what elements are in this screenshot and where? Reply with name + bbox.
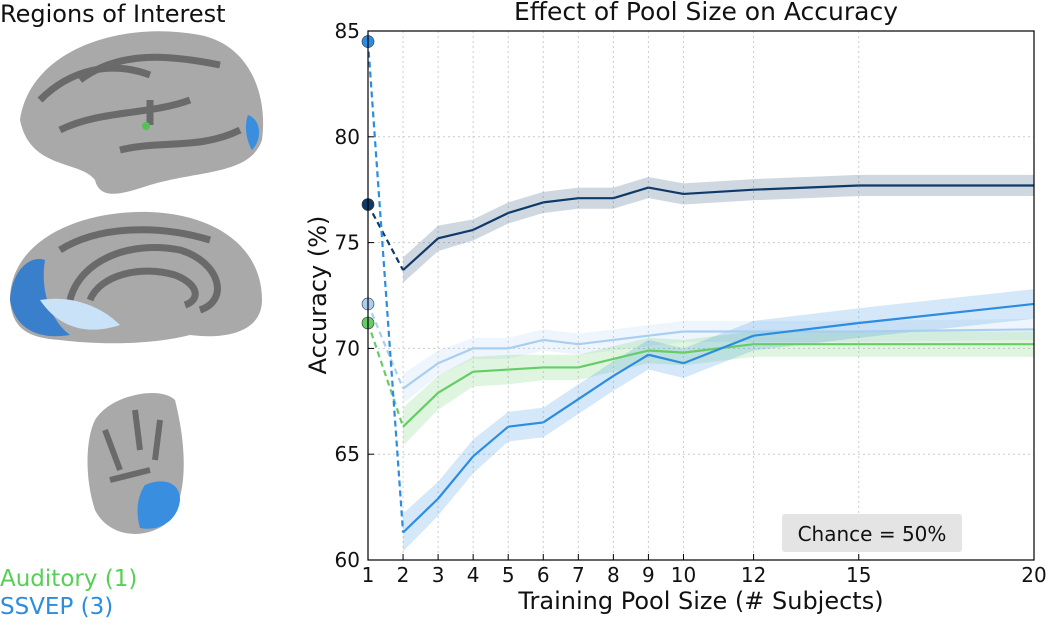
roi-label: SSVEP (3) (0, 594, 113, 620)
brain-posterior (87, 392, 184, 534)
dashed-segment (366, 41, 405, 533)
y-tick-label: 80 (335, 125, 360, 149)
line-segment (577, 374, 614, 401)
x-tick-label: 6 (537, 563, 550, 587)
x-axis-label: Training Pool Size (# Subjects) (517, 587, 883, 615)
line-segment (613, 349, 649, 361)
line-segment (613, 186, 649, 200)
line-segment (753, 321, 859, 337)
line-segment (858, 328, 1035, 333)
line-segment (648, 353, 684, 365)
x-tick-label: 4 (467, 563, 480, 587)
x-tick-label: 9 (642, 563, 655, 587)
y-axis-label: Accuracy (%) (304, 216, 332, 375)
line-segment (648, 186, 684, 196)
line-segment (683, 334, 754, 365)
line-segment (402, 362, 439, 390)
line-segment (507, 201, 544, 215)
line-segment (508, 366, 544, 371)
confidence-band (403, 331, 1035, 446)
chart-title: Effect of Pool Size on Accuracy (514, 0, 898, 26)
x-tick-label: 7 (572, 563, 585, 587)
brain-medial (10, 211, 262, 344)
line-segment (437, 370, 474, 394)
plot-frame (367, 30, 1035, 561)
dashed-segment (367, 203, 405, 271)
line-segment (402, 392, 439, 428)
line-segment (858, 302, 1035, 325)
brain-lateral (20, 31, 264, 194)
x-tick-label: 8 (607, 563, 620, 587)
line-segment (507, 338, 544, 350)
x-tick-label: 3 (432, 563, 445, 587)
line-segment (578, 357, 614, 369)
dashed-segment (366, 322, 405, 428)
line-segment (543, 338, 579, 346)
x-tick-label: 15 (846, 563, 871, 587)
y-tick-label: 85 (335, 19, 360, 43)
x-tick-label: 12 (741, 563, 766, 587)
line-segment (683, 188, 754, 196)
y-tick-label: 65 (335, 442, 360, 466)
line-segment (648, 349, 684, 354)
line-segment (753, 184, 859, 191)
roi-label: Auditory (1) (0, 566, 137, 592)
x-tick-label: 5 (502, 563, 515, 587)
y-tick-label: 70 (335, 336, 360, 360)
y-tick-label: 60 (335, 548, 360, 572)
annotation: Chance = 50% (798, 522, 947, 546)
line-segment (437, 347, 474, 365)
annotation-box (782, 514, 962, 552)
x-tick-label: 10 (671, 563, 696, 587)
x-tick-label: 2 (397, 563, 410, 587)
line-segment (648, 330, 684, 337)
dashed-segment (366, 303, 405, 390)
line-segment (612, 353, 649, 377)
confidence-band (403, 289, 1035, 552)
x-tick-label: 20 (1021, 563, 1046, 587)
y-tick-label: 75 (335, 231, 360, 255)
line-segment (402, 497, 439, 534)
line-segment (402, 237, 439, 271)
line-segment (543, 197, 579, 204)
line-segment (437, 455, 475, 500)
line-segment (473, 368, 509, 373)
roi-legend: Auditory (1)SSVEP (3) (0, 566, 137, 620)
confidence-band (403, 174, 1035, 283)
line-segment (578, 338, 614, 346)
line-segment (437, 228, 474, 240)
line-segment (472, 211, 509, 231)
line-segment (472, 425, 509, 458)
x-tick-label: 1 (362, 563, 375, 587)
line-segment (613, 334, 649, 342)
panel-title: Regions of Interest (0, 0, 226, 28)
confidence-band (403, 318, 1035, 404)
line-segment (542, 398, 579, 424)
line-segment (508, 421, 544, 428)
